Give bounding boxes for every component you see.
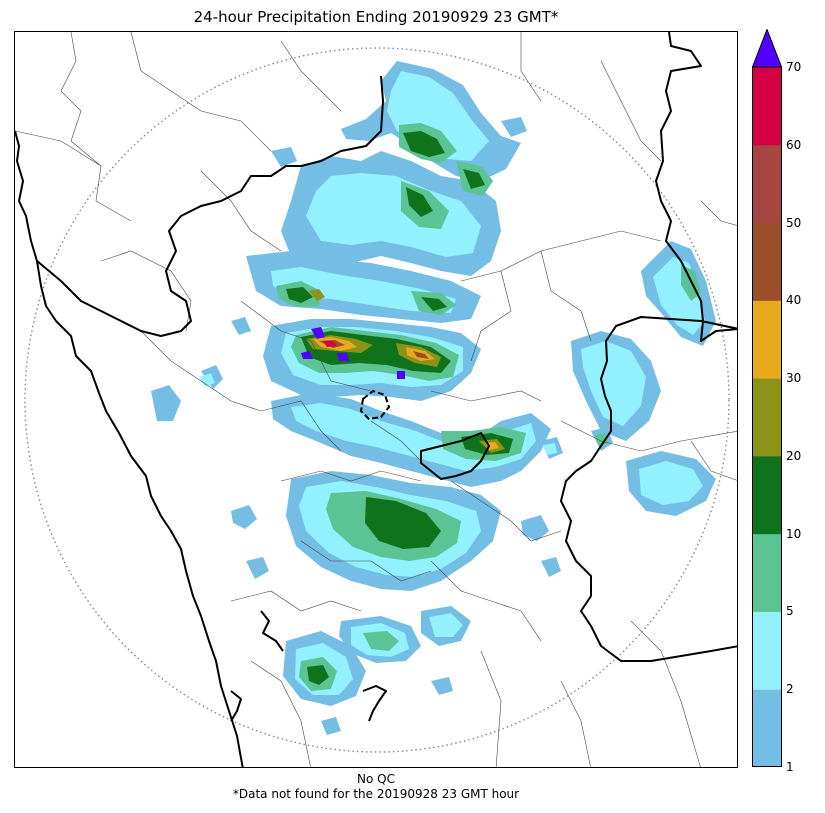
precip-cell-50 (429, 613, 463, 637)
colorbar-segment-5 (752, 300, 782, 379)
colorbar-tick-label: 2 (786, 682, 794, 697)
precip-cell-16 (421, 297, 447, 311)
precip-cell-54 (639, 461, 703, 505)
precip-cell-62 (246, 557, 269, 579)
precip-cell-66 (595, 433, 609, 447)
precip-cell-14 (309, 289, 325, 301)
colorbar-tick-label: 30 (786, 371, 802, 386)
colorbar-segment-1 (752, 611, 782, 690)
precip-cell-27 (323, 341, 337, 347)
colorbar-tick-label: 1 (786, 760, 794, 774)
colorbar-tick-label: 50 (786, 215, 802, 230)
precip-cell-60 (199, 373, 215, 387)
colorbar-tick-label: 5 (786, 604, 794, 619)
colorbar-segment-6 (752, 222, 782, 301)
precip-cell-30 (301, 351, 313, 359)
colorbar-segment-4 (752, 378, 782, 457)
precip-cell-28 (311, 327, 325, 339)
precip-cell-68 (543, 443, 557, 455)
map-panel (14, 31, 738, 768)
colorbar-segment-7 (752, 144, 782, 224)
precip-cell-29 (337, 353, 349, 361)
precip-cell-3 (403, 131, 445, 157)
colorbar-tick-label: 40 (786, 293, 802, 308)
precip-cell-41 (365, 497, 441, 549)
state-boundaries (15, 32, 737, 767)
precip-cell-9 (463, 169, 485, 189)
precip-cell-31 (397, 371, 405, 379)
precip-cell-73 (321, 717, 341, 735)
precip-cell-64 (541, 557, 561, 577)
radar-range-ring (24, 47, 730, 753)
colorbar-tick-label: 60 (786, 137, 802, 152)
colorbar-segment-0 (752, 689, 782, 767)
precip-contours (151, 61, 716, 735)
colorbar-tick-label: 10 (786, 526, 802, 541)
colorbar-extend-max (752, 29, 782, 68)
colorbar (752, 29, 782, 767)
precip-cell-7 (406, 187, 433, 217)
precip-cell-63 (521, 515, 549, 541)
footer-qc-note: No QC (357, 772, 395, 786)
precip-cell-52 (581, 341, 646, 426)
precip-map (15, 32, 737, 767)
precip-cell-13 (286, 287, 313, 303)
precip-cell-48 (363, 631, 399, 651)
precip-cell-45 (307, 665, 329, 685)
precip-cell-70 (271, 147, 297, 167)
precip-cell-58 (151, 385, 181, 421)
precip-cell-11 (271, 267, 456, 313)
colorbar-segment-2 (752, 533, 782, 612)
footer-data-note: *Data not found for the 20190928 23 GMT … (232, 787, 520, 801)
precip-cell-69 (501, 117, 527, 137)
colorbar-segment-8 (752, 67, 782, 146)
precip-cell-71 (231, 317, 251, 335)
chart-title: 24-hour Precipitation Ending 20190929 23… (193, 8, 559, 26)
colorbar-tick-label: 70 (786, 60, 802, 74)
precip-cell-26 (413, 351, 429, 359)
precip-cell-61 (231, 505, 257, 529)
precip-cell-5 (306, 173, 481, 257)
precip-cell-72 (431, 677, 453, 695)
colorbar-tick-label: 20 (786, 448, 802, 463)
colorbar-segment-3 (752, 455, 782, 535)
colorbar-frame (752, 66, 782, 767)
